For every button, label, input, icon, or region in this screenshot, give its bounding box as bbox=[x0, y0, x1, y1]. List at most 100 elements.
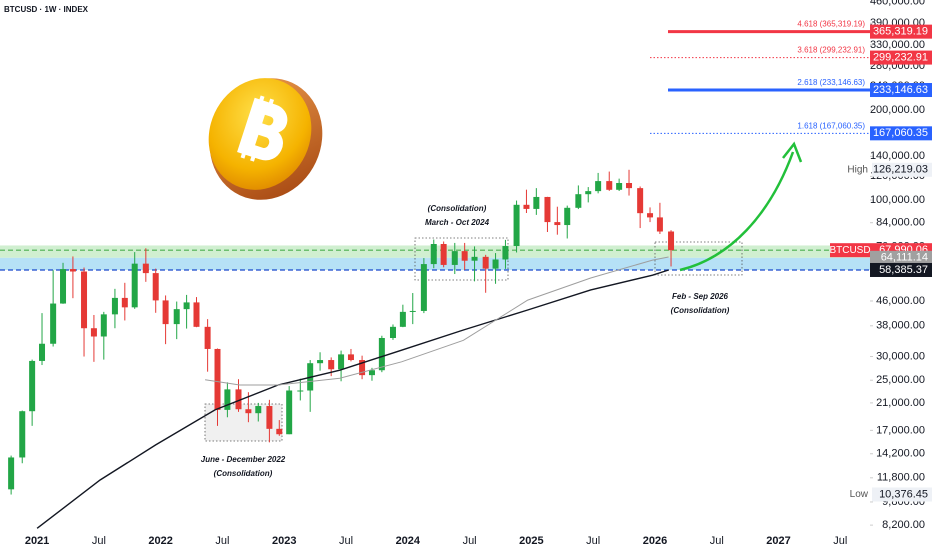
extreme-name: Low bbox=[850, 489, 869, 500]
candle-body bbox=[347, 354, 354, 361]
candle-body bbox=[193, 302, 200, 327]
candle-body bbox=[606, 181, 613, 190]
x-tick-label: Jul bbox=[586, 535, 600, 547]
x-tick-label: 2026 bbox=[643, 535, 667, 547]
y-tick-label: 14,200.00 bbox=[876, 448, 925, 460]
y-tick-label: 46,000.00 bbox=[876, 295, 925, 307]
candle-body bbox=[637, 188, 644, 214]
x-tick-label: Jul bbox=[339, 535, 353, 547]
moving-average bbox=[205, 256, 669, 386]
candle-body bbox=[368, 370, 375, 376]
candle-body bbox=[29, 360, 36, 412]
extreme-name: High bbox=[847, 164, 868, 175]
candle-body bbox=[183, 302, 190, 310]
candle-body bbox=[585, 191, 592, 195]
chart-title: BTCUSD · 1W · INDEX bbox=[4, 5, 89, 14]
candle-body bbox=[131, 263, 138, 308]
candle-body bbox=[255, 406, 262, 414]
candle-body bbox=[575, 194, 582, 208]
candle-body bbox=[378, 337, 385, 371]
moving-average bbox=[36, 269, 669, 529]
fib-label: 3.618 (299,232.91) bbox=[797, 46, 865, 55]
candle-body bbox=[359, 360, 366, 376]
price-box bbox=[870, 126, 932, 141]
x-tick-label: 2022 bbox=[148, 535, 172, 547]
price-box bbox=[870, 24, 932, 39]
extreme-label: 126,219.03 bbox=[873, 164, 928, 176]
candle-body bbox=[162, 300, 169, 325]
candle-body bbox=[523, 204, 530, 209]
candle-body bbox=[420, 264, 427, 311]
candle-body bbox=[69, 269, 76, 272]
candle-body bbox=[656, 217, 663, 232]
candle-body bbox=[440, 244, 447, 265]
candle-body bbox=[286, 390, 293, 435]
candle-body bbox=[482, 256, 489, 269]
bitcoin-symbol bbox=[237, 95, 288, 162]
candle-body bbox=[626, 183, 633, 189]
annotation: March - Oct 2024 bbox=[425, 218, 490, 227]
candle-body bbox=[214, 348, 221, 410]
candle-body bbox=[317, 360, 324, 364]
y-tick-label: 8,200.00 bbox=[882, 519, 925, 531]
price-box bbox=[870, 250, 932, 265]
y-tick-label: 30,000.00 bbox=[876, 350, 925, 362]
candle-body bbox=[554, 222, 561, 226]
candle-body bbox=[451, 251, 458, 265]
candle-body bbox=[81, 271, 88, 329]
candle-body bbox=[111, 297, 118, 315]
candle-body bbox=[513, 204, 520, 247]
candle-body bbox=[121, 297, 128, 308]
candle-body bbox=[616, 183, 623, 190]
bitcoin-coin bbox=[208, 78, 323, 200]
x-tick-label: Jul bbox=[710, 535, 724, 547]
candle-body bbox=[60, 269, 67, 304]
symbol-box bbox=[830, 243, 870, 258]
fib-label: 1.618 (167,060.35) bbox=[797, 121, 865, 130]
candle-body bbox=[328, 360, 335, 370]
symbol-label: BTCUSD bbox=[829, 245, 870, 256]
candle-body bbox=[100, 314, 107, 337]
candle-body bbox=[564, 207, 571, 226]
extreme-box bbox=[872, 487, 932, 502]
price-box-label: 64,111.14 bbox=[881, 252, 928, 264]
x-tick-label: Jul bbox=[92, 535, 106, 547]
candle-body bbox=[492, 259, 499, 269]
candle-body bbox=[90, 328, 97, 337]
x-tick-label: Jul bbox=[463, 535, 477, 547]
labels: 460,000.00390,000.00330,000.00280,000.00… bbox=[25, 0, 932, 547]
candle-body bbox=[461, 251, 468, 261]
candle-body bbox=[39, 343, 46, 361]
fib-label: 4.618 (365,319.19) bbox=[797, 20, 865, 29]
price-box bbox=[870, 262, 932, 277]
annotation: (Consolidation) bbox=[671, 306, 730, 315]
extreme-label: 10,376.45 bbox=[879, 488, 928, 500]
candle-body bbox=[409, 310, 416, 312]
candle-body bbox=[224, 389, 231, 410]
arrow-head bbox=[782, 141, 803, 163]
y-tick-label: 84,000.00 bbox=[876, 217, 925, 229]
candle-body bbox=[245, 409, 252, 414]
consolidation-box bbox=[414, 237, 509, 281]
x-tick-label: 2027 bbox=[766, 535, 790, 547]
y-tick-label: 100,000.00 bbox=[870, 194, 925, 206]
consolidation-box bbox=[654, 241, 743, 276]
candle-body bbox=[544, 196, 551, 223]
y-tick-label: 460,000.00 bbox=[870, 0, 925, 8]
price-box-label: 299,232.91 bbox=[873, 51, 928, 63]
x-tick-label: 2021 bbox=[25, 535, 49, 547]
candle-body bbox=[595, 181, 602, 192]
candle-body bbox=[50, 303, 57, 344]
y-tick-label: 200,000.00 bbox=[870, 104, 925, 116]
x-tick-label: 2023 bbox=[272, 535, 296, 547]
candle-body bbox=[297, 390, 304, 392]
y-tick-label: 25,000.00 bbox=[876, 374, 925, 386]
fib-label: 2.618 (233,146.63) bbox=[797, 78, 865, 87]
y-tick-label: 11,800.00 bbox=[877, 472, 925, 484]
annotation: June - December 2022 bbox=[201, 455, 286, 464]
y-tick-label: 140,000.00 bbox=[870, 150, 925, 162]
candle-body bbox=[235, 389, 242, 410]
price-box bbox=[870, 83, 932, 98]
price-box-label: 233,146.63 bbox=[873, 84, 928, 96]
